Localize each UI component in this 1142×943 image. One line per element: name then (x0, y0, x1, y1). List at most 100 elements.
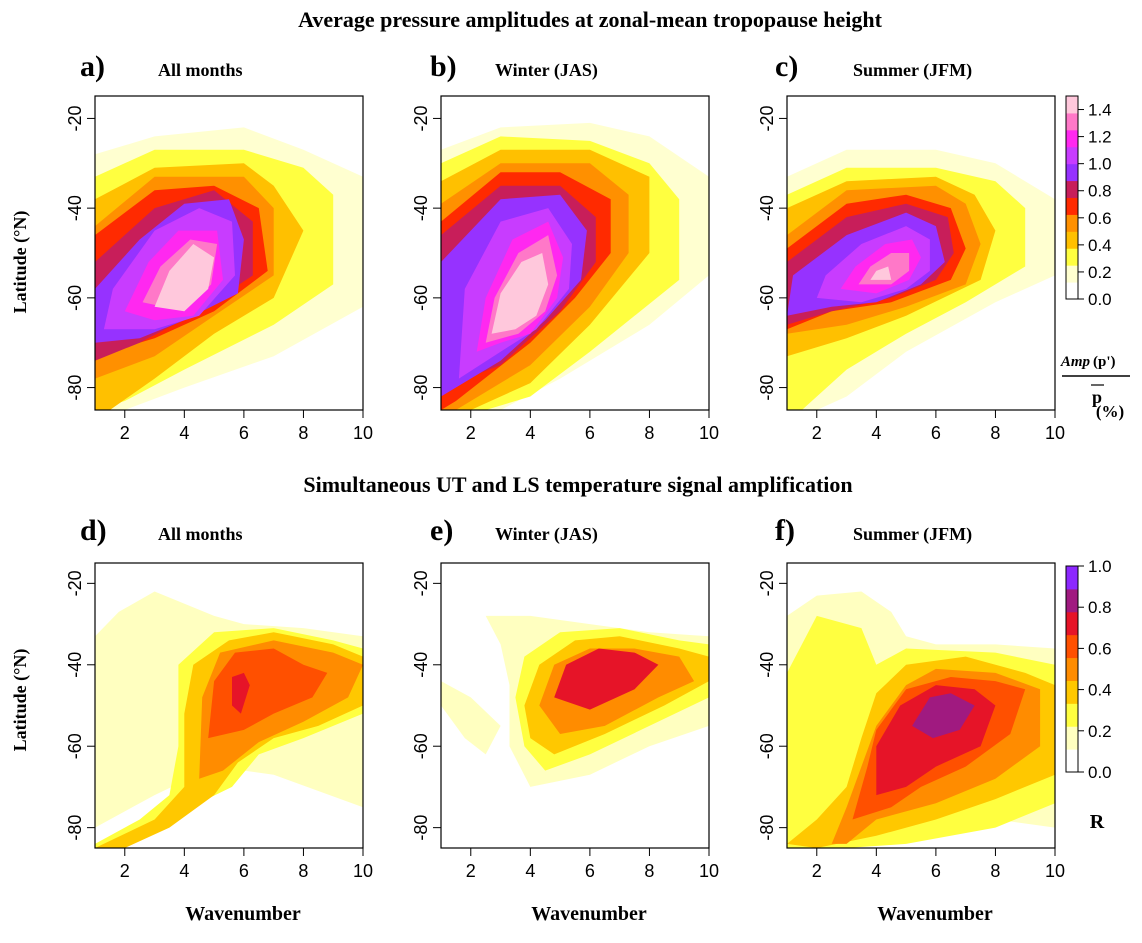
colorbar-tick-label: 0.0 (1088, 763, 1112, 782)
colorbar-tick-label: 0.8 (1088, 598, 1112, 617)
colorbar-swatch (1066, 112, 1078, 131)
panel-b-letter: b) (430, 50, 457, 83)
x-tick-label: 10 (699, 861, 719, 881)
panel-f: 2 4 6 8 10 -20 -40 -60 -80 (757, 562, 1065, 881)
y-tick-label: -40 (65, 652, 85, 678)
x-tick-label: 6 (239, 861, 249, 881)
colorbar-swatch (1066, 265, 1078, 283)
y-tick-label: -80 (411, 375, 431, 401)
colorbar-swatch (1066, 634, 1078, 659)
colorbar-pressure: 1.4 1.2 1.0 0.8 0.6 0.4 0.2 0.0 (1065, 95, 1112, 309)
y-tick-label: -20 (757, 570, 777, 596)
colorbar-frame (1065, 565, 1079, 773)
colorbar-tick-label: 1.0 (1088, 155, 1112, 174)
colorbar-swatch (1066, 96, 1078, 114)
row-title-top: Average pressure amplitudes at zonal-mea… (298, 7, 882, 32)
y-tick-label: -80 (757, 375, 777, 401)
panel-a-title: All months (158, 60, 243, 80)
panel-c-letter: c) (775, 50, 798, 83)
x-tick-label: 10 (353, 861, 373, 881)
plot-frame (440, 562, 710, 849)
y-tick-label: -20 (411, 105, 431, 131)
x-tick-label: 6 (585, 861, 595, 881)
colorbar-swatch (1066, 566, 1078, 590)
y-tick-label: -40 (65, 195, 85, 221)
colorbar-frame (1065, 95, 1079, 300)
colorbar-top-unit: (%) (1096, 402, 1124, 421)
x-tick-label: 6 (585, 423, 595, 443)
panel-a-letter: a) (80, 50, 105, 83)
contour-level-6 (554, 648, 659, 710)
plot-frame (440, 95, 710, 411)
colorbar-swatch (1066, 197, 1078, 215)
contour-level-11 (491, 253, 549, 334)
panel-d: 2 4 6 8 10 -20 -40 -60 -80 (65, 562, 373, 881)
y-tick-label: -40 (411, 195, 431, 221)
x-tick-label: 10 (699, 423, 719, 443)
x-tick-label: 6 (931, 423, 941, 443)
colorbar-tick-label: 0.2 (1088, 263, 1112, 282)
colorbar-top-label-pbar: p (1092, 387, 1102, 407)
x-tick-label: 4 (525, 861, 535, 881)
colorbar-swatch (1066, 282, 1078, 300)
y-tick-label: -60 (65, 285, 85, 311)
colorbar-swatch (1066, 214, 1078, 232)
colorbar-tick-label: 0.8 (1088, 182, 1112, 201)
y-tick-label: -80 (411, 815, 431, 841)
y-tick-label: -80 (757, 815, 777, 841)
y-axis-label-bottom: Latitude (°N) (10, 649, 31, 752)
colorbar-swatch (1066, 248, 1078, 266)
colorbar-tick-label: 0.2 (1088, 722, 1112, 741)
x-tick-label: 4 (525, 423, 535, 443)
y-tick-label: -20 (757, 105, 777, 131)
y-tick-label: -60 (411, 733, 431, 759)
y-tick-label: -40 (757, 652, 777, 678)
colorbar-tick-label: 1.2 (1088, 128, 1112, 147)
x-tick-label: 2 (120, 861, 130, 881)
contour-level-1 (441, 681, 501, 755)
x-tick-label: 4 (871, 861, 881, 881)
x-tick-label: 8 (298, 423, 308, 443)
panel-f-letter: f) (775, 514, 795, 547)
colorbar-swatch (1066, 129, 1078, 148)
row-title-bottom: Simultaneous UT and LS temperature signa… (303, 472, 852, 497)
x-tick-label: 2 (812, 861, 822, 881)
x-tick-label: 10 (1045, 423, 1065, 443)
x-tick-label: 8 (990, 861, 1000, 881)
plot-frame (786, 95, 1056, 411)
y-tick-label: -60 (65, 733, 85, 759)
x-tick-label: 2 (812, 423, 822, 443)
y-tick-label: -40 (757, 195, 777, 221)
x-axis-label-d: Wavenumber (185, 903, 301, 925)
plot-frame (786, 562, 1056, 849)
colorbar-swatch (1066, 231, 1078, 249)
colorbar-swatch (1066, 163, 1078, 182)
y-tick-label: -80 (65, 375, 85, 401)
x-tick-label: 8 (990, 423, 1000, 443)
panel-b-title: Winter (JAS) (495, 60, 598, 81)
x-tick-label: 2 (466, 861, 476, 881)
x-axis-label-e: Wavenumber (531, 903, 647, 925)
colorbar-swatch (1066, 657, 1078, 681)
x-tick-label: 10 (1045, 861, 1065, 881)
contour-level-5 (208, 648, 328, 739)
y-tick-label: -20 (65, 105, 85, 131)
x-tick-label: 6 (239, 423, 249, 443)
plot-frame (94, 95, 364, 411)
panel-d-letter: d) (80, 514, 107, 547)
x-tick-label: 10 (353, 423, 373, 443)
y-tick-label: -60 (411, 285, 431, 311)
colorbar-tick-label: 0.6 (1088, 639, 1112, 658)
panel-c-title: Summer (JFM) (853, 60, 972, 81)
x-axis-label-f: Wavenumber (877, 903, 993, 925)
x-tick-label: 8 (644, 861, 654, 881)
colorbar-swatch (1066, 146, 1078, 165)
colorbar-swatch (1066, 726, 1078, 750)
x-tick-label: 2 (466, 423, 476, 443)
x-tick-label: 2 (120, 423, 130, 443)
y-axis-label-top: Latitude (°N) (10, 211, 31, 314)
colorbar-tick-label: 1.0 (1088, 557, 1112, 576)
panel-c: 2 4 6 8 10 -20 -40 -60 -80 (757, 95, 1065, 443)
colorbar-tick-label: 0.4 (1088, 236, 1112, 255)
